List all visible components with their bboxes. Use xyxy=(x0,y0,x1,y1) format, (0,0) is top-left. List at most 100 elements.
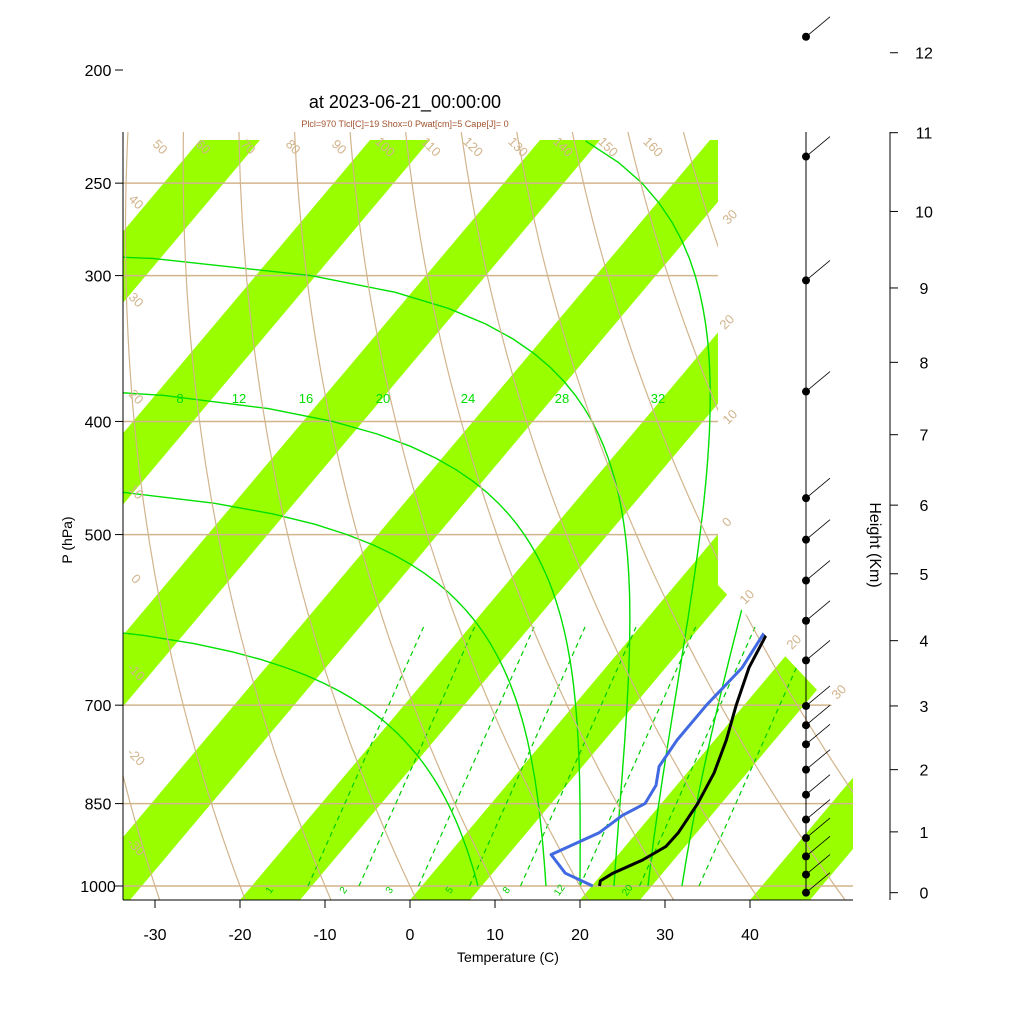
barb-flag xyxy=(805,640,831,661)
dry-adiabat xyxy=(3,0,95,911)
isobar-lines xyxy=(123,182,853,887)
x-tick-label: -30 xyxy=(143,927,166,944)
height-tick-label: 3 xyxy=(920,699,929,716)
barb-flag xyxy=(805,260,831,281)
isotherm-label: 110 xyxy=(419,134,444,159)
pressure-ticks: 1001502002503004005007008501000 xyxy=(80,63,123,896)
barb-flag xyxy=(805,749,831,770)
dry-adiabat xyxy=(754,132,853,900)
band xyxy=(123,140,600,900)
axes xyxy=(122,132,891,901)
barb-flag xyxy=(805,371,831,392)
skew-isotherm-label: 30 xyxy=(719,206,740,227)
mixing-ratio-line xyxy=(519,626,637,887)
dry-adiabat xyxy=(182,132,337,900)
skew-isotherm-label: 20 xyxy=(783,631,804,652)
height-tick-label: 5 xyxy=(920,567,929,584)
dry-adiabat xyxy=(238,132,423,900)
skew-isotherm-label: 10 xyxy=(736,586,757,607)
p-tick-label: 700 xyxy=(85,698,112,715)
p-tick-label: 300 xyxy=(85,269,112,286)
dry-adiabat xyxy=(1019,0,1024,911)
mixing-ratio-line xyxy=(307,626,425,887)
mixing-ratio-lines xyxy=(307,626,816,887)
p-tick-label: 400 xyxy=(85,414,112,431)
barb-flag xyxy=(805,560,831,581)
skew-isotherm-label: 20 xyxy=(716,311,737,332)
dry-adiabat xyxy=(710,132,853,900)
height-tick-label: 9 xyxy=(920,281,929,298)
x-ticks: -30 -20 -10 0 10 20 30 40 xyxy=(143,900,759,944)
dry-adiabat xyxy=(798,132,853,900)
x-tick-label: -20 xyxy=(228,927,251,944)
x-axis-label: Temperature (C) xyxy=(457,949,559,965)
adiabat-label: 20 xyxy=(126,386,147,407)
height-tick-label: 2 xyxy=(920,763,929,780)
moist-adiabat-label: 8 xyxy=(176,391,183,406)
dewpoint-line xyxy=(549,132,853,888)
y-axis-label: P (hPa) xyxy=(59,516,75,563)
moist-adiabat-label: 12 xyxy=(232,391,246,406)
barb-flag xyxy=(805,519,831,540)
p-tick-label: 200 xyxy=(85,63,112,80)
height-tick-label: 12 xyxy=(915,46,933,63)
mixing-ratio-line xyxy=(468,626,586,887)
barb-flag xyxy=(805,16,831,38)
p-tick-label: 850 xyxy=(85,797,112,814)
x-tick-label: 30 xyxy=(656,927,674,944)
x-tick-label: 10 xyxy=(486,927,504,944)
moist-adiabat xyxy=(123,353,581,886)
moist-adiabat-label: 20 xyxy=(376,391,390,406)
moist-adiabat-label: 24 xyxy=(461,391,475,406)
mixing-ratio-line xyxy=(579,626,697,887)
dry-adiabat xyxy=(343,132,595,900)
band xyxy=(123,140,770,900)
adiabat-label: -20 xyxy=(124,745,148,769)
barb-flag xyxy=(805,724,831,745)
skew-isotherm-label: 10 xyxy=(719,406,740,427)
x-tick-label: 0 xyxy=(406,927,415,944)
barb-flag xyxy=(805,854,831,875)
x-tick-label: 40 xyxy=(741,927,759,944)
x-tick-label: 20 xyxy=(571,927,589,944)
mixing-ratio-line xyxy=(358,626,476,887)
dry-adiabat xyxy=(291,132,509,900)
barb-flag xyxy=(805,836,831,857)
dry-adiabat xyxy=(393,132,681,900)
isotherm-label: 90 xyxy=(329,136,350,157)
moist-adiabat-label: 28 xyxy=(555,391,569,406)
skew-isotherm-label: 30 xyxy=(828,681,849,702)
barb-flag xyxy=(805,817,831,839)
dry-adiabat xyxy=(887,0,1024,911)
height-tick-label: 8 xyxy=(920,355,929,372)
chart-subtitle: Plcl=970 Tlcl[C]=19 Shox=0 Pwat[cm]=5 Ca… xyxy=(301,119,508,129)
sounding-series xyxy=(549,132,853,888)
band xyxy=(240,140,853,900)
band xyxy=(0,140,90,900)
barb-flag xyxy=(805,799,831,820)
dry-adiabat xyxy=(622,132,853,900)
mixing-ratio-line xyxy=(417,626,535,887)
isotherm-label: 160 xyxy=(640,134,666,160)
mixing-ratio-label: 12 xyxy=(552,882,568,898)
height-tick-label: 6 xyxy=(920,498,929,515)
barb-flag xyxy=(805,685,831,707)
band xyxy=(580,140,853,900)
band xyxy=(750,140,853,900)
barb-flag xyxy=(805,774,831,796)
band xyxy=(123,140,430,900)
height-tick-label: 0 xyxy=(920,886,929,903)
p-tick-label: 250 xyxy=(85,176,112,193)
barb-flag xyxy=(805,872,831,893)
mixing-ratio-label: 1 xyxy=(264,885,276,896)
p-tick-label: 1000 xyxy=(80,879,116,896)
moist-adiabat xyxy=(585,140,711,887)
isotherm-label: 120 xyxy=(460,134,486,160)
dry-adiabat xyxy=(842,132,853,900)
dry-adiabat xyxy=(123,132,164,900)
barb-flag xyxy=(805,477,831,499)
wind-barbs xyxy=(802,16,831,897)
mixing-ratio-label: 5 xyxy=(444,885,456,896)
height-tick-label: 11 xyxy=(916,126,933,143)
